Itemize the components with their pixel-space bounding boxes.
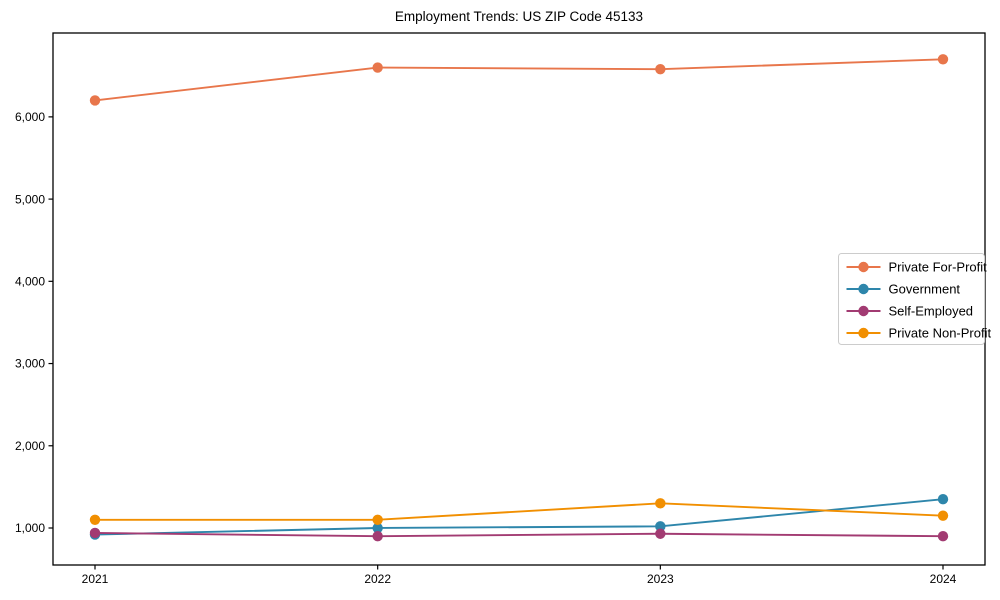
chart-title: Employment Trends: US ZIP Code 45133 xyxy=(394,9,644,24)
data-point-government xyxy=(372,522,383,534)
x-tick-label: 2021 xyxy=(82,572,109,586)
data-point-private-non-profit xyxy=(89,514,101,525)
y-tick-label: 4,000 xyxy=(15,275,45,289)
legend-box xyxy=(838,253,985,345)
data-point-government xyxy=(937,494,949,505)
legend-marker-self-employed xyxy=(858,305,869,317)
data-point-private-non-profit xyxy=(372,514,383,525)
y-tick-label: 2,000 xyxy=(15,439,45,453)
data-point-private-non-profit xyxy=(937,510,949,521)
y-tick-label: 3,000 xyxy=(15,357,45,371)
legend-label-private-for-profit: Private For-Profit xyxy=(889,260,988,275)
x-tick-label: 2024 xyxy=(930,572,957,586)
data-point-government xyxy=(655,521,666,532)
data-point-private-non-profit xyxy=(655,498,666,509)
legend-label-private-non-profit: Private Non-Profit xyxy=(889,326,992,341)
legend-label-government: Government xyxy=(889,282,961,297)
legend-marker-government xyxy=(858,283,869,295)
series-line-private-non-profit xyxy=(95,502,944,521)
data-point-private-for-profit xyxy=(937,54,949,65)
series-line-private-for-profit xyxy=(94,58,944,102)
data-point-private-for-profit xyxy=(655,63,666,75)
series-line-government xyxy=(94,498,944,536)
data-point-self-employed xyxy=(937,531,949,542)
data-point-self-employed xyxy=(655,528,666,539)
legend-marker-private-non-profit xyxy=(858,327,869,339)
x-tick-label: 2022 xyxy=(364,572,391,586)
legend-label-self-employed: Self-Employed xyxy=(889,304,974,319)
data-point-private-for-profit xyxy=(372,62,383,73)
data-point-private-for-profit xyxy=(89,95,101,106)
legend-marker-private-for-profit xyxy=(858,261,869,273)
y-tick-label: 6,000 xyxy=(15,110,45,124)
y-tick-label: 5,000 xyxy=(15,192,45,206)
x-tick-label: 2023 xyxy=(647,572,674,586)
data-point-self-employed xyxy=(372,531,383,542)
series-line-self-employed xyxy=(94,531,944,538)
data-point-self-employed xyxy=(89,527,101,539)
y-tick-label: 1,000 xyxy=(15,521,45,535)
